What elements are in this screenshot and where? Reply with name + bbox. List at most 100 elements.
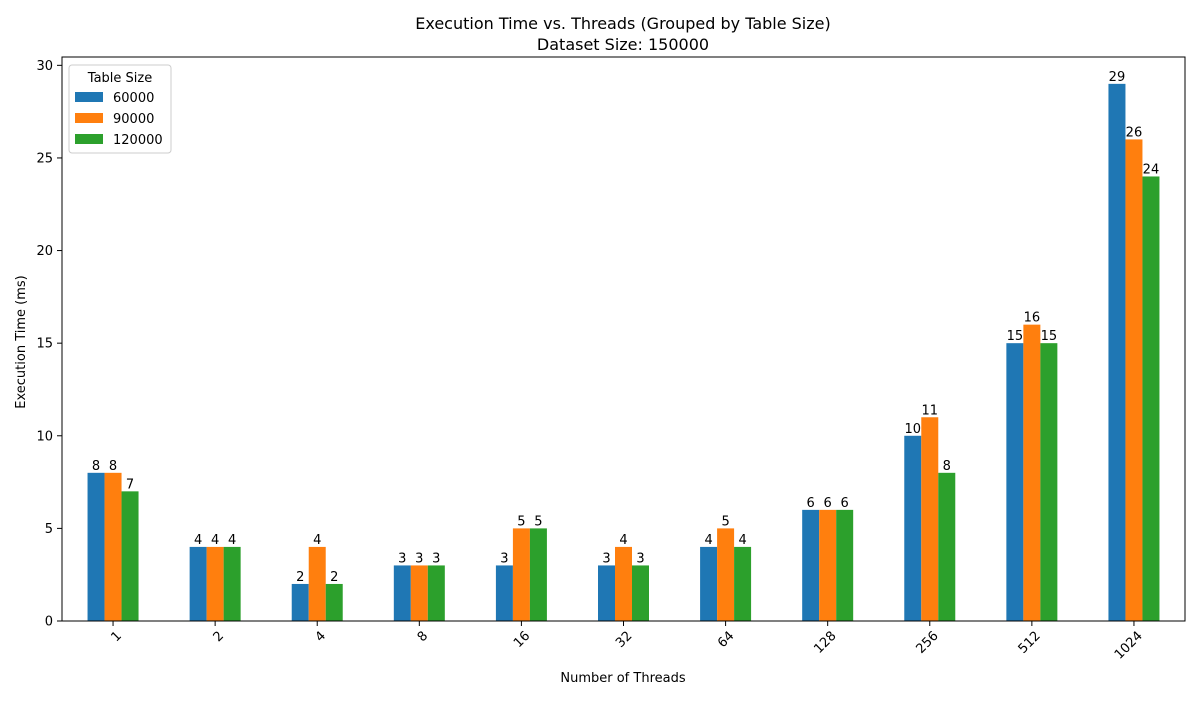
y-tick-label: 15 (36, 337, 53, 352)
bar (308, 546, 326, 621)
bar-value-label: 3 (415, 551, 423, 566)
legend-swatch (75, 134, 103, 144)
bar-value-label: 4 (313, 533, 321, 548)
bar-value-label: 3 (636, 551, 644, 566)
x-tick-label: 1 (108, 629, 124, 645)
bar (1142, 176, 1160, 621)
legend-swatch (75, 92, 103, 102)
bar-value-label: 3 (602, 551, 610, 566)
bar (1006, 343, 1024, 621)
bar-value-label: 2 (296, 570, 304, 585)
bar-value-label: 15 (1007, 329, 1024, 344)
bar-value-label: 4 (738, 533, 746, 548)
bar (1023, 324, 1041, 621)
bar (1040, 343, 1058, 621)
bar-value-label: 11 (921, 403, 938, 418)
bar (615, 546, 632, 621)
x-tick-label: 128 (811, 629, 839, 657)
bar (1108, 83, 1126, 622)
legend-label: 60000 (113, 91, 154, 106)
bar (904, 435, 922, 621)
bar (291, 583, 309, 621)
chart-title: Execution Time vs. Threads (Grouped by T… (415, 14, 830, 33)
bar (632, 565, 649, 621)
bar-value-label: 26 (1126, 125, 1143, 140)
bar-value-label: 4 (211, 533, 219, 548)
bar (717, 528, 735, 621)
bar-value-label: 5 (517, 514, 525, 529)
bar (206, 546, 224, 621)
x-tick-label: 1024 (1112, 629, 1146, 663)
y-tick-label: 5 (45, 522, 53, 537)
y-axis-label: Execution Time (ms) (14, 275, 29, 408)
bar-value-label: 15 (1041, 329, 1058, 344)
bar-value-label: 3 (432, 551, 440, 566)
y-tick-label: 0 (45, 615, 53, 630)
bar-value-label: 4 (619, 533, 627, 548)
legend-swatch (75, 113, 103, 123)
plot-frame (61, 56, 1186, 622)
bar (921, 417, 939, 621)
legend-label: 90000 (113, 112, 154, 127)
bar-value-label: 5 (534, 514, 542, 529)
bar-value-label: 16 (1024, 311, 1041, 326)
bar (427, 565, 445, 621)
y-tick-label: 20 (36, 244, 53, 259)
bar (734, 546, 752, 621)
bar-value-label: 2 (330, 570, 338, 585)
bar-value-label: 29 (1109, 70, 1126, 85)
bar (802, 509, 820, 621)
x-tick-label: 8 (415, 629, 431, 645)
bar-value-label: 4 (194, 533, 202, 548)
bar-value-label: 6 (807, 496, 815, 511)
bars-layer (87, 83, 1160, 622)
bar-value-label: 8 (109, 459, 117, 474)
bar-value-label: 4 (704, 533, 712, 548)
bar (819, 509, 837, 621)
bar (700, 546, 718, 621)
y-tick-label: 10 (36, 429, 53, 444)
bar-value-label: 8 (943, 459, 951, 474)
x-tick-label: 64 (715, 629, 737, 651)
bar (512, 528, 530, 621)
bar (393, 565, 411, 621)
bar-value-label: 3 (398, 551, 406, 566)
bar-value-label: 5 (721, 514, 729, 529)
bar (938, 472, 956, 621)
bar-value-label: 10 (904, 422, 921, 437)
x-tick-label: 2 (211, 629, 227, 645)
bar (104, 472, 122, 621)
bar-value-label: 3 (500, 551, 508, 566)
bar (1125, 139, 1143, 621)
y-tick-label: 25 (36, 151, 53, 166)
bar (410, 565, 428, 621)
legend: Table Size 60000 90000 120000 (68, 64, 172, 154)
legend-box (68, 64, 172, 154)
bar (87, 472, 105, 621)
legend-label: 120000 (113, 133, 163, 148)
legend-title: Table Size (87, 71, 152, 86)
bar (598, 565, 615, 621)
bar-value-label: 24 (1143, 162, 1160, 177)
bar-value-label: 6 (824, 496, 832, 511)
x-tick-label: 16 (511, 629, 533, 651)
bar-value-label: 7 (126, 477, 134, 492)
x-tick-label: 512 (1016, 629, 1044, 657)
bar (836, 509, 854, 621)
x-tick-label: 4 (313, 629, 329, 645)
bar-value-label: 8 (92, 459, 100, 474)
x-tick-label: 256 (913, 629, 941, 657)
x-axis-label: Number of Threads (560, 671, 685, 686)
bar-value-label: 4 (228, 533, 236, 548)
bar (121, 491, 139, 621)
x-tick-label: 32 (613, 629, 635, 651)
bar (223, 546, 241, 621)
bar (529, 528, 547, 621)
bar-value-label: 6 (841, 496, 849, 511)
bar (495, 565, 513, 621)
chart-subtitle: Dataset Size: 150000 (537, 35, 709, 54)
bar (325, 583, 343, 621)
